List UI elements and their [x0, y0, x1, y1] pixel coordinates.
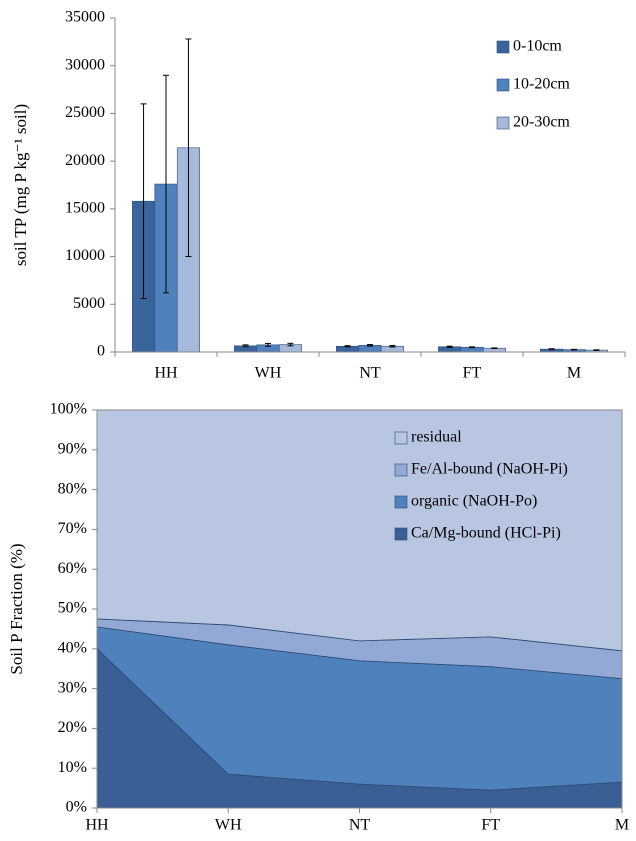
legend-swatch	[394, 431, 408, 445]
legend-swatch	[394, 527, 408, 541]
y-tick-label: 25000	[65, 104, 105, 121]
legend-label: 10-20cm	[513, 76, 570, 93]
y-tick-label: 0	[97, 343, 105, 360]
y-tick-label: 30000	[65, 56, 105, 73]
x-tick-label: WH	[255, 365, 282, 382]
y-axis-label: soil TP (mg P kg⁻¹ soil)	[11, 104, 30, 266]
legend-swatch	[496, 78, 510, 92]
x-tick-label: FT	[463, 365, 482, 382]
legend-swatch	[394, 463, 408, 477]
x-tick-label: WH	[215, 817, 242, 834]
y-tick-label: 100%	[50, 401, 87, 418]
x-tick-label: HH	[85, 817, 109, 834]
y-tick-label: 5000	[73, 295, 105, 312]
y-tick-label: 20%	[58, 719, 87, 736]
y-tick-label: 15000	[65, 200, 105, 217]
y-tick-label: 35000	[65, 9, 105, 26]
legend-swatch	[394, 495, 408, 509]
y-tick-label: 90%	[58, 440, 87, 457]
legend-label: organic (NaOH-Po)	[411, 493, 537, 510]
x-tick-label: NT	[359, 365, 381, 382]
y-tick-label: 70%	[58, 520, 87, 537]
y-tick-label: 0%	[66, 799, 87, 816]
legend-label: Ca/Mg-bound (HCl-Pi)	[411, 525, 561, 542]
legend-label: 20-30cm	[513, 114, 570, 131]
x-tick-label: M	[615, 817, 629, 834]
y-tick-label: 60%	[58, 560, 87, 577]
legend-label: Fe/Al-bound (NaOH-Pi)	[411, 461, 568, 478]
y-tick-label: 40%	[58, 639, 87, 656]
y-tick-label: 50%	[58, 600, 87, 617]
y-axis-label: Soil P Fraction (%)	[7, 543, 26, 674]
y-tick-label: 30%	[58, 679, 87, 696]
legend-label: residual	[411, 429, 462, 446]
x-tick-label: NT	[349, 817, 371, 834]
x-tick-label: FT	[481, 817, 500, 834]
x-tick-label: M	[567, 365, 581, 382]
y-tick-label: 80%	[58, 480, 87, 497]
legend-label: 0-10cm	[513, 38, 562, 55]
legend-swatch	[496, 116, 510, 130]
y-tick-label: 20000	[65, 152, 105, 169]
legend-swatch	[496, 40, 510, 54]
x-tick-label: HH	[154, 365, 178, 382]
y-tick-label: 10%	[58, 759, 87, 776]
y-tick-label: 10000	[65, 247, 105, 264]
